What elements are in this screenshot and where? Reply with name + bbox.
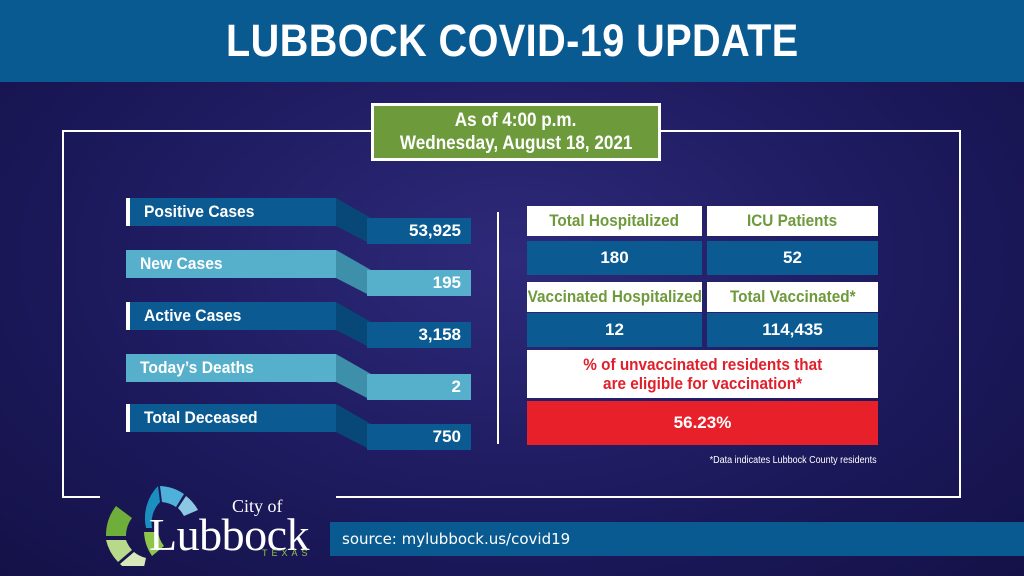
footnote: *Data indicates Lubbock County residents: [709, 455, 877, 466]
stat-label: Today’s Deaths: [126, 354, 336, 382]
ribbon-fold: [336, 302, 371, 348]
stat-label: Total Deceased: [126, 404, 336, 432]
frame-left: [62, 130, 64, 498]
stat-value: 2: [367, 374, 471, 400]
as-of-date: Wednesday, August 18, 2021: [399, 133, 633, 154]
total-hospitalized-label: Total Hospitalized: [527, 206, 702, 236]
stat-value: 53,925: [367, 218, 471, 244]
stat-label: Active Cases: [126, 302, 336, 330]
frame-right: [959, 130, 961, 498]
source-link[interactable]: source: mylubbock.us/covid19: [342, 530, 571, 548]
header-banner: LUBBOCK COVID-19 UPDATE: [0, 0, 1024, 82]
stat-todays-deaths: Today’s Deaths 2: [126, 354, 471, 404]
frame-top-left: [62, 130, 372, 132]
vaccinated-hospitalized-label: Vaccinated Hospitalized: [527, 282, 702, 312]
frame-bottom-left: [62, 496, 100, 498]
city-logo-emblem-icon: [105, 486, 198, 566]
unvaccinated-eligible-label: % of unvaccinated residents that are eli…: [527, 350, 878, 398]
total-vaccinated-label: Total Vaccinated*: [707, 282, 878, 312]
as-of-date-box: As of 4:00 p.m. Wednesday, August 18, 20…: [371, 103, 661, 161]
source-bar: source: mylubbock.us/covid19: [330, 522, 1024, 556]
stat-new-cases: New Cases 195: [126, 250, 471, 300]
page-title: LUBBOCK COVID-19 UPDATE: [225, 15, 799, 66]
stat-label: Positive Cases: [126, 198, 336, 226]
ribbon-fold: [336, 198, 371, 244]
vaccinated-hospitalized-value: 12: [527, 313, 702, 347]
icu-patients-value: 52: [707, 241, 878, 275]
total-hospitalized-value: 180: [527, 241, 702, 275]
stat-positive-cases: Positive Cases 53,925: [126, 198, 471, 248]
stat-active-cases: Active Cases 3,158: [126, 302, 471, 352]
stat-total-deceased: Total Deceased 750: [126, 404, 471, 454]
logo-lubbock-text: Lubbock: [149, 509, 310, 560]
frame-top-right: [660, 130, 961, 132]
as-of-time: As of 4:00 p.m.: [455, 110, 577, 131]
stat-value: 195: [367, 270, 471, 296]
ribbon-fold: [336, 354, 371, 400]
stat-label: New Cases: [126, 250, 336, 278]
logo-texas-text: TEXAS: [262, 548, 312, 558]
ribbon-fold: [336, 404, 371, 450]
logo-city-text: City of: [232, 496, 283, 516]
ribbon-fold: [336, 250, 371, 296]
icu-patients-label: ICU Patients: [707, 206, 878, 236]
stat-value: 3,158: [367, 322, 471, 348]
frame-bottom-right: [336, 496, 961, 498]
column-divider: [497, 212, 499, 444]
stat-value: 750: [367, 424, 471, 450]
total-vaccinated-value: 114,435: [707, 313, 878, 347]
unvaccinated-eligible-value: 56.23%: [527, 401, 878, 445]
